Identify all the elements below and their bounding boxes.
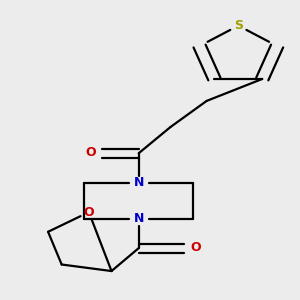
Text: O: O xyxy=(190,241,201,254)
Text: O: O xyxy=(85,146,96,159)
Text: N: N xyxy=(134,212,144,225)
Text: N: N xyxy=(134,176,144,189)
Text: O: O xyxy=(83,206,94,219)
Text: S: S xyxy=(234,19,243,32)
